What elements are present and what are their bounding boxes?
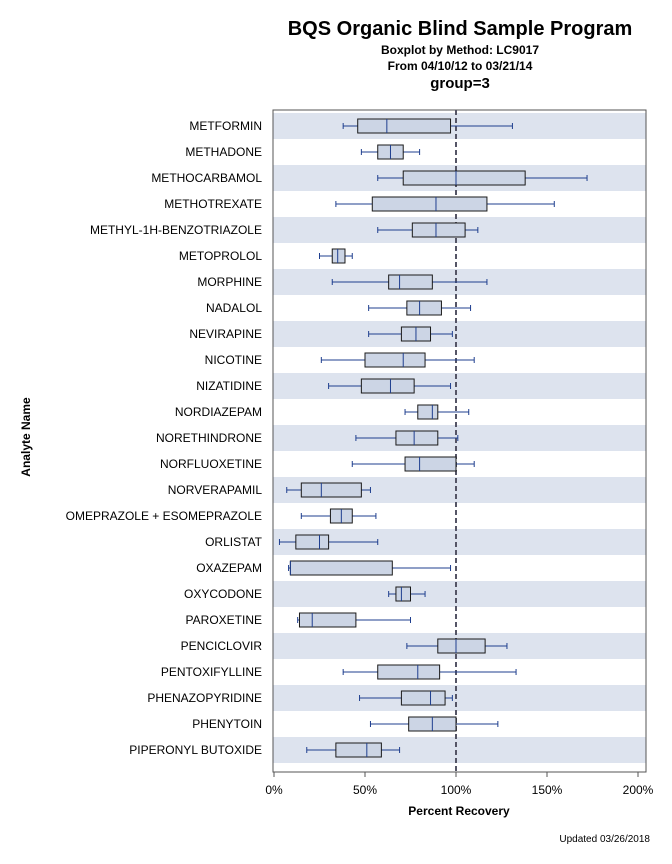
box-iqr	[335, 742, 382, 758]
analyte-label: PENCICLOVIR	[181, 639, 263, 653]
box-iqr	[406, 300, 442, 316]
box-iqr	[371, 196, 488, 212]
analyte-label: OXYCODONE	[184, 587, 262, 601]
box-iqr	[411, 222, 466, 238]
box-iqr	[377, 664, 441, 680]
box-iqr	[331, 248, 346, 264]
row-band	[273, 321, 646, 347]
box-iqr	[289, 560, 393, 576]
analyte-label: METOPROLOL	[179, 249, 262, 263]
box-iqr	[364, 352, 426, 368]
chart-title: BQS Organic Blind Sample Program	[287, 18, 633, 40]
analyte-label: NORETHINDRONE	[156, 431, 262, 445]
x-axis-label: Percent Recovery	[408, 804, 510, 818]
box-iqr	[388, 274, 433, 290]
row-band	[273, 685, 646, 711]
box-iqr	[295, 534, 330, 550]
box-iqr	[404, 456, 457, 472]
analyte-label: ORLISTAT	[205, 535, 263, 549]
analyte-label: NORFLUOXETINE	[160, 457, 262, 471]
row-band	[273, 425, 646, 451]
analyte-label: METHYL-1H-BENZOTRIAZOLE	[90, 223, 262, 237]
box-iqr	[298, 612, 357, 628]
x-tick-label: 150%	[532, 783, 563, 797]
x-tick-label: 200%	[623, 783, 654, 797]
x-tick-label: 50%	[353, 783, 377, 797]
analyte-label: METHADONE	[185, 145, 262, 159]
box-iqr	[395, 430, 439, 446]
analyte-label: NORDIAZEPAM	[175, 405, 262, 419]
x-tick-label: 100%	[441, 783, 472, 797]
analyte-label: OMEPRAZOLE + ESOMEPRAZOLE	[66, 509, 262, 523]
date-range: From 04/10/12 to 03/21/14	[387, 59, 533, 73]
row-band	[273, 581, 646, 607]
group-label: group=3	[430, 75, 490, 92]
box-iqr	[400, 690, 446, 706]
analyte-label: PHENYTOIN	[192, 717, 262, 731]
analyte-label: NORVERAPAMIL	[168, 483, 263, 497]
chart-subtitle: Boxplot by Method: LC9017	[380, 43, 539, 57]
analyte-label: NIZATIDINE	[196, 379, 262, 393]
box-iqr	[395, 586, 412, 602]
box-iqr	[360, 378, 415, 394]
box-iqr	[437, 638, 486, 654]
analyte-label: METFORMIN	[189, 119, 262, 133]
analyte-label: PAROXETINE	[186, 613, 262, 627]
box-iqr	[402, 170, 526, 186]
x-tick-label: 0%	[265, 783, 283, 797]
analyte-label: PHENAZOPYRIDINE	[147, 691, 262, 705]
analyte-label: PIPERONYL BUTOXIDE	[129, 743, 262, 757]
analyte-label: NEVIRAPINE	[189, 327, 262, 341]
analyte-label: NADALOL	[206, 301, 262, 315]
analyte-label: MORPHINE	[197, 275, 262, 289]
updated-footer: Updated 03/26/2018	[559, 834, 650, 845]
analyte-label: NICOTINE	[205, 353, 262, 367]
analyte-label: METHOCARBAMOL	[151, 171, 262, 185]
box-iqr	[417, 404, 439, 420]
box-iqr	[300, 482, 362, 498]
analyte-label: METHOTREXATE	[164, 197, 262, 211]
box-iqr	[357, 118, 452, 134]
analyte-label: PENTOXIFYLLINE	[161, 665, 262, 679]
y-axis-label: Analyte Name	[19, 397, 33, 477]
analyte-label: OXAZEPAM	[196, 561, 262, 575]
plot-frame	[272, 109, 647, 773]
